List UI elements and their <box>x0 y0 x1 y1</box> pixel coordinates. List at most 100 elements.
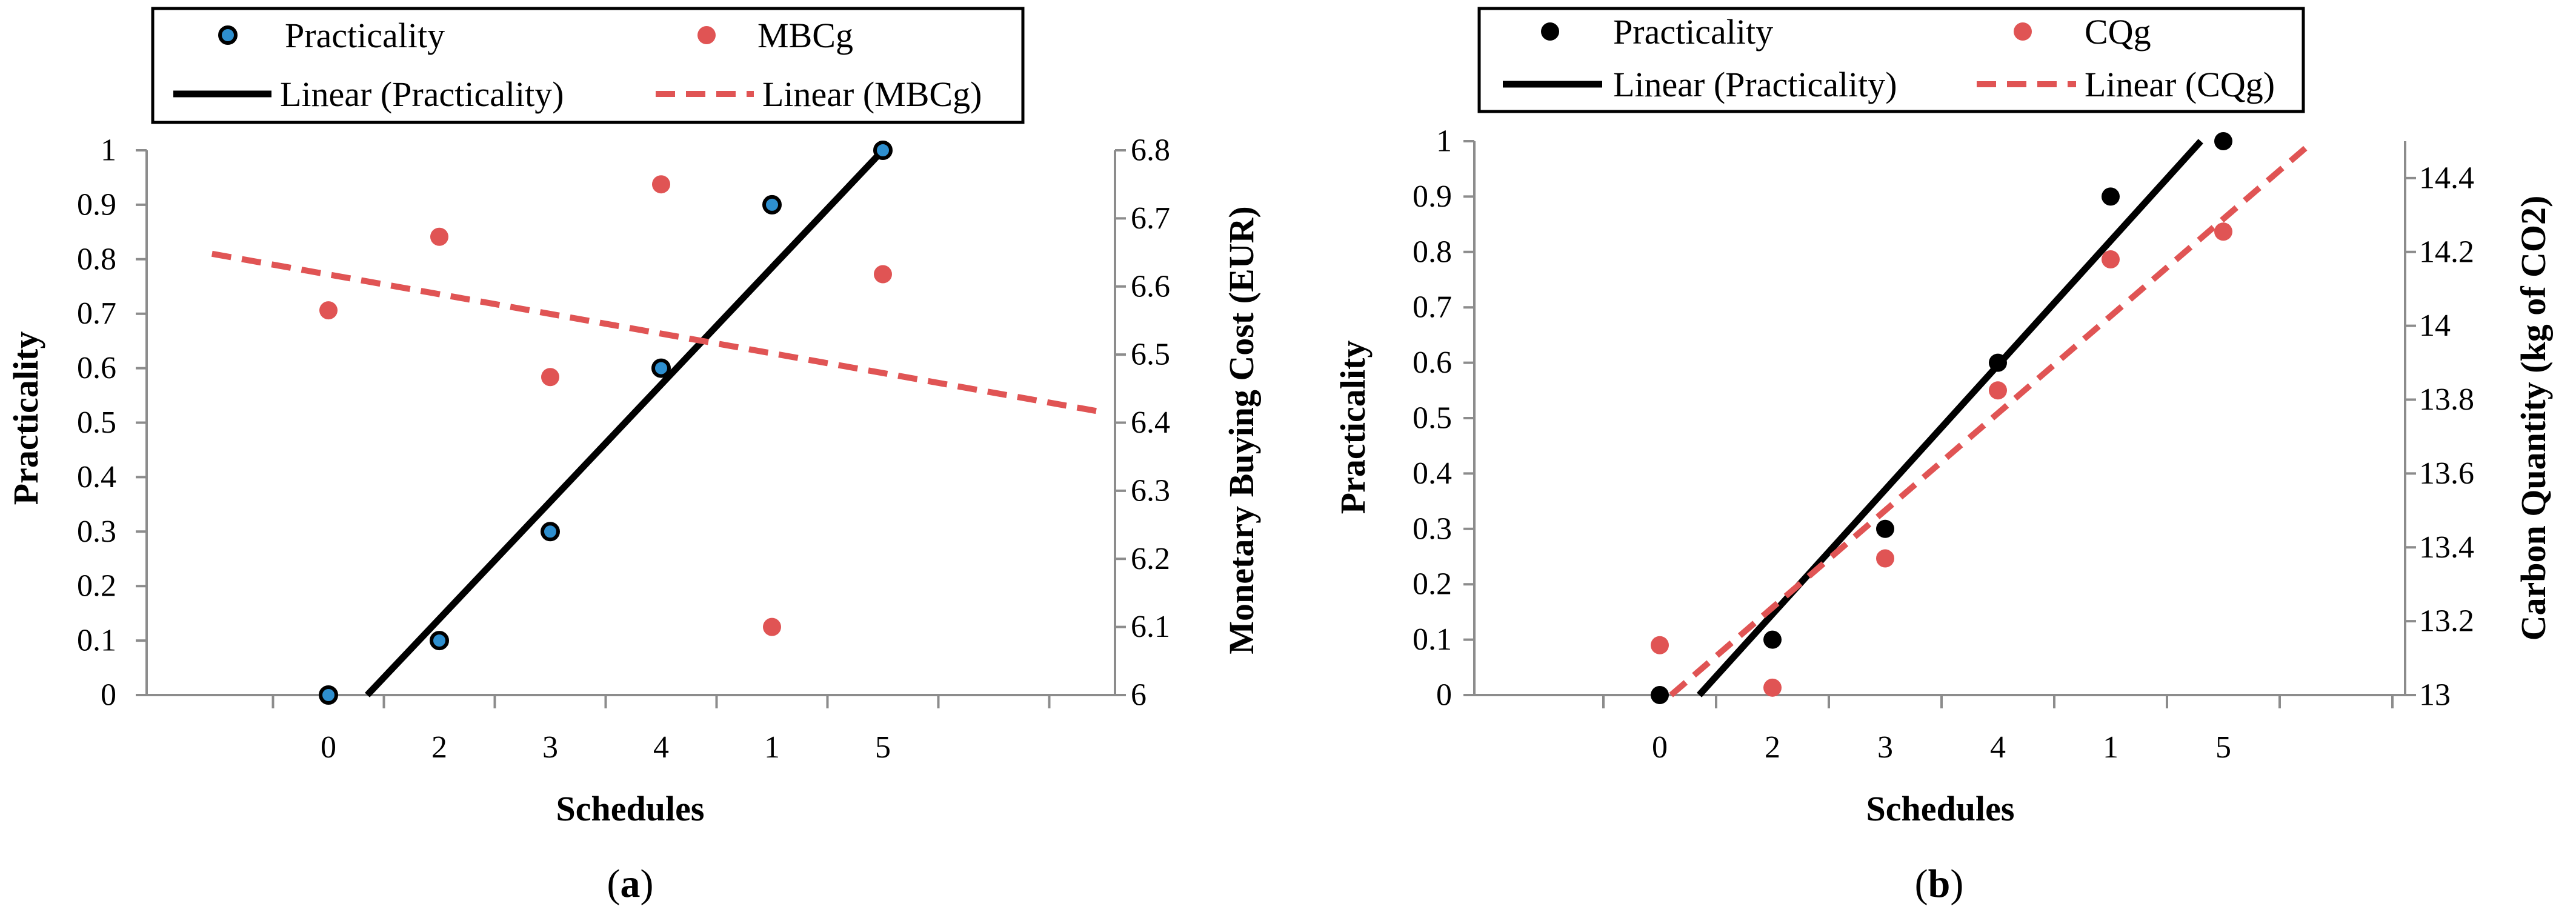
legend-label-linear-cqg-b: Linear (CQg) <box>2085 65 2275 104</box>
y-tick-label-left: 0.5 <box>77 405 116 440</box>
y-tick-label-left: 0.2 <box>77 569 116 604</box>
y-tick-labels-left-a: 0 0.1 0.2 0.3 0.4 0.5 0.6 0.7 0.8 0.9 1 <box>77 133 116 713</box>
y-tick-label-right: 6.2 <box>1131 542 1170 576</box>
panel-letter-a: a <box>621 862 641 906</box>
x-tick-label: 2 <box>1765 730 1780 765</box>
trendline-solid <box>1697 139 2203 697</box>
data-point-mbcg <box>319 301 338 320</box>
data-points-a <box>319 141 893 705</box>
y-tick-label-right: 6 <box>1131 678 1147 713</box>
y-tick-label-right: 6.1 <box>1131 610 1170 644</box>
legend-box-a <box>151 7 1025 124</box>
y-tick-label-right: 14.2 <box>2419 235 2474 269</box>
y-tick-label-right: 13.4 <box>2419 530 2474 565</box>
data-point-mbcg <box>652 175 670 194</box>
y-tick-label-left: 0.9 <box>1413 179 1452 214</box>
x-tick-label: 5 <box>2215 730 2231 765</box>
panel-label-a: (a) <box>607 862 654 906</box>
y-tick-label-right: 6.7 <box>1131 201 1170 236</box>
x-axis-title-b: Schedules <box>1866 789 2015 828</box>
tick-marks-a <box>136 149 1126 708</box>
y-tick-label-left: 0.2 <box>1413 567 1452 602</box>
x-tick-labels-b: 0 2 3 4 1 5 <box>1652 730 2231 765</box>
y-tick-label-left: 0.5 <box>1413 401 1452 436</box>
y-tick-label-left: 1 <box>1436 124 1452 159</box>
y-tick-label-left: 0.8 <box>1413 235 1452 269</box>
y-tick-label-left: 0.3 <box>1413 511 1452 546</box>
trendlines-b <box>1669 139 2316 697</box>
y-tick-label-right: 13 <box>2419 678 2451 713</box>
legend-label-cqg-b: CQg <box>2085 12 2151 52</box>
x-axis-title-a: Schedules <box>556 789 705 828</box>
y-tick-label-left: 0.7 <box>1413 290 1452 325</box>
trendline-dashed <box>1669 139 2316 697</box>
y-tick-label-left: 0 <box>1436 678 1452 713</box>
data-point-cqg <box>1763 678 1782 697</box>
y-tick-label-left: 0.7 <box>77 296 116 331</box>
chart-panel-a: Practicality MBCg Linear (Practicality) … <box>6 7 1261 906</box>
data-point-practicality <box>1989 353 2007 372</box>
y-tick-labels-right-a: 6 6.1 6.2 6.3 6.4 6.5 6.6 6.7 6.8 <box>1131 133 1170 713</box>
y-tick-label-left: 0 <box>101 678 116 713</box>
legend-label-practicality-a: Practicality <box>285 16 445 55</box>
panel-letter-b: b <box>1928 862 1951 906</box>
chart-panel-b: Practicality CQg Linear (Practicality) L… <box>1333 7 2553 906</box>
y-tick-label-left: 0.4 <box>1413 456 1452 491</box>
y-tick-label-right: 14 <box>2419 308 2451 343</box>
data-point-practicality <box>430 631 449 651</box>
y-axis-title-right-a: Monetary Buying Cost (EUR) <box>1222 206 1261 654</box>
legend-label-linear-practicality-a: Linear (Practicality) <box>280 75 564 114</box>
x-tick-label: 3 <box>1877 730 1893 765</box>
y-tick-label-right: 6.4 <box>1131 405 1170 440</box>
legend-b: Practicality CQg Linear (Practicality) L… <box>1477 7 2305 113</box>
data-point-mbcg <box>430 227 448 246</box>
y-tick-label-right: 13.6 <box>2419 456 2474 491</box>
x-tick-label: 2 <box>431 730 447 765</box>
y-tick-label-left: 0.8 <box>77 242 116 276</box>
data-points-b <box>1651 132 2232 704</box>
y-tick-label-right: 6.5 <box>1131 338 1170 372</box>
legend-label-linear-mbcg-a: Linear (MBCg) <box>762 75 982 114</box>
data-point-mbcg <box>874 265 892 284</box>
legend-label-practicality-b: Practicality <box>1613 12 1773 52</box>
x-tick-label: 4 <box>653 730 669 765</box>
data-point-cqg <box>2214 222 2232 241</box>
x-tick-label: 1 <box>2103 730 2118 765</box>
y-tick-label-right: 6.6 <box>1131 269 1170 304</box>
data-point-mbcg <box>763 617 781 636</box>
legend-label-linear-practicality-b: Linear (Practicality) <box>1613 65 1897 104</box>
y-tick-label-left: 0.3 <box>77 514 116 549</box>
y-axis-title-left-b: Practicality <box>1333 341 1373 514</box>
data-point-practicality <box>1876 519 1894 538</box>
y-tick-label-left: 0.4 <box>77 460 116 494</box>
data-point-cqg <box>1989 381 2007 400</box>
y-tick-label-right: 6.3 <box>1131 473 1170 508</box>
y-tick-label-left: 0.1 <box>1413 622 1452 657</box>
trendline-solid <box>365 148 885 697</box>
y-tick-label-left: 0.6 <box>1413 345 1452 380</box>
legend-label-mbcg-a: MBCg <box>757 16 853 55</box>
trendlines-a <box>211 148 1105 697</box>
data-point-practicality <box>1763 630 1782 649</box>
x-tick-label: 5 <box>875 730 891 765</box>
tick-marks-b <box>1463 140 2416 708</box>
x-tick-label: 1 <box>764 730 780 765</box>
y-tick-label-right: 14.4 <box>2419 161 2474 195</box>
data-point-practicality <box>319 685 338 705</box>
legend-marker-mbcg-a <box>697 26 716 44</box>
y-tick-label-right: 6.8 <box>1131 133 1170 168</box>
data-point-practicality <box>1651 686 1669 704</box>
data-point-practicality <box>541 522 560 542</box>
x-tick-label: 4 <box>1990 730 2006 765</box>
x-tick-label: 0 <box>1652 730 1668 765</box>
y-tick-label-left: 0.9 <box>77 187 116 222</box>
y-tick-label-left: 1 <box>101 133 116 168</box>
data-point-mbcg <box>541 368 559 387</box>
x-tick-label: 3 <box>542 730 558 765</box>
x-tick-labels-a: 0 2 3 4 1 5 <box>321 730 891 765</box>
panel-label-b: (b) <box>1915 862 1964 906</box>
data-point-practicality <box>2102 187 2120 206</box>
y-tick-labels-left-b: 0 0.1 0.2 0.3 0.4 0.5 0.6 0.7 0.8 0.9 1 <box>1413 124 1452 713</box>
legend-marker-cqg-b <box>2014 22 2032 41</box>
